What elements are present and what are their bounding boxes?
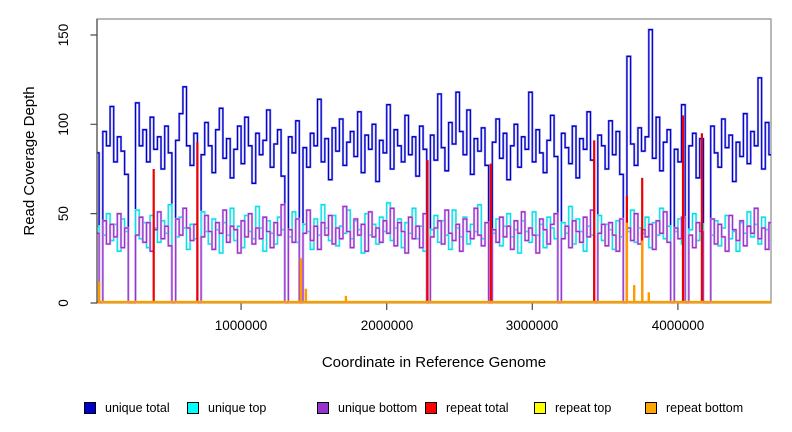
legend-item-repeat-total: repeat total: [425, 401, 509, 415]
repeat-top-swatch-icon: [534, 402, 546, 414]
x-tick-label-2000000: 2000000: [361, 318, 414, 333]
legend-item-unique-total: unique total: [84, 401, 170, 415]
legend-label: repeat total: [446, 401, 509, 415]
legend-label: repeat bottom: [666, 401, 744, 415]
y-tick-label-0: 0: [56, 299, 71, 307]
unique-bottom-swatch-icon: [317, 402, 329, 414]
series-layer: [97, 28, 771, 304]
y-tick-label-150: 150: [56, 24, 71, 47]
legend-label: unique top: [208, 401, 267, 415]
y-tick-label-100: 100: [56, 113, 71, 136]
legend-item-repeat-top: repeat top: [534, 401, 611, 415]
legend-item-repeat-bottom: repeat bottom: [645, 401, 743, 415]
legend: unique total unique top unique bottom re…: [0, 401, 792, 417]
y-axis-ticks: [90, 34, 97, 304]
unique-total-swatch-icon: [84, 402, 96, 414]
y-tick-label-50: 50: [56, 206, 71, 221]
x-tick-label-3000000: 3000000: [506, 318, 559, 333]
repeat-total-swatch-icon: [425, 402, 437, 414]
legend-label: unique total: [105, 401, 170, 415]
plot-canvas: 0 50 100 150 1000000 2000000 3000000 400…: [21, 18, 772, 371]
unique-top-swatch-icon: [187, 402, 199, 414]
x-tick-label-1000000: 1000000: [215, 318, 268, 333]
legend-label: repeat top: [555, 401, 612, 415]
y-axis-title: Read Coverage Depth: [21, 86, 38, 235]
legend-label: unique bottom: [338, 401, 418, 415]
x-axis-title: Coordinate in Reference Genome: [322, 354, 546, 371]
x-axis-ticks: [240, 303, 679, 310]
repeat-bottom-swatch-icon: [645, 402, 657, 414]
x-tick-label-4000000: 4000000: [652, 318, 705, 333]
legend-item-unique-bottom: unique bottom: [317, 401, 417, 415]
legend-item-unique-top: unique top: [187, 401, 266, 415]
